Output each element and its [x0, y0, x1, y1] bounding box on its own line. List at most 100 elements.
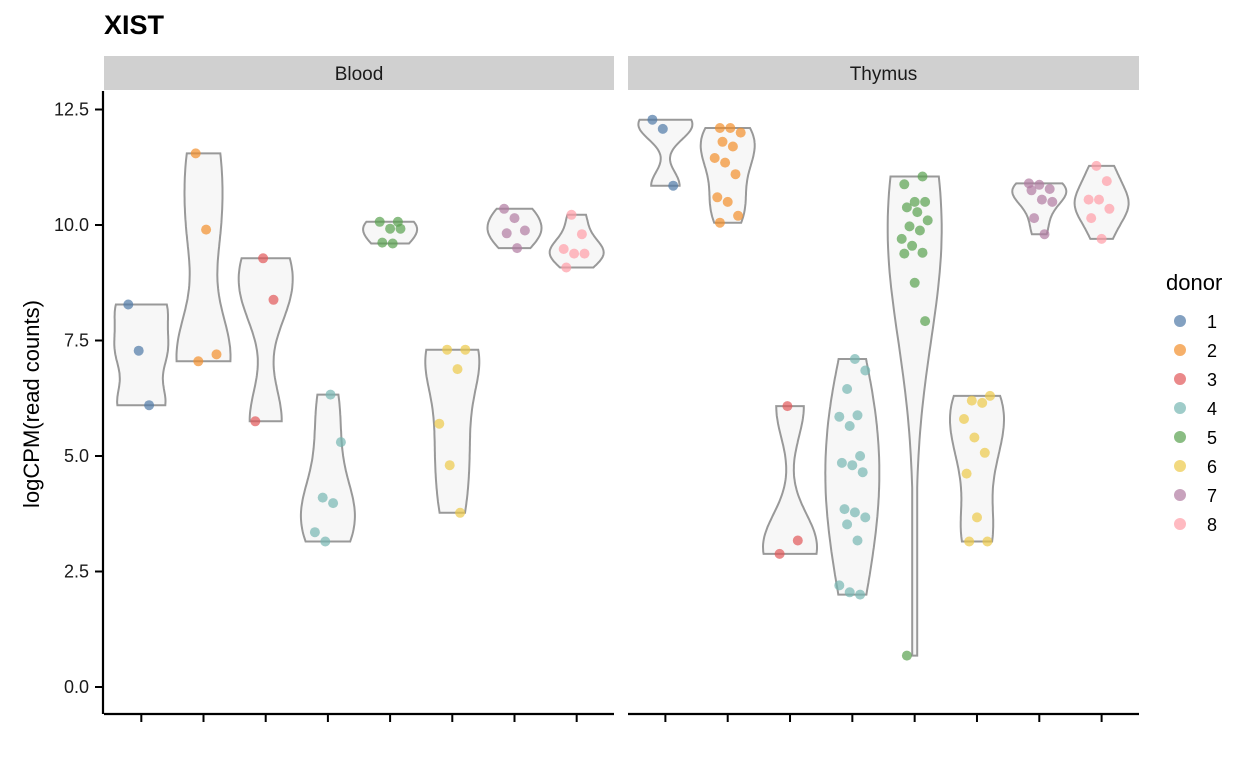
data-point-donor-8 [1096, 233, 1107, 244]
data-point-donor-4 [844, 421, 855, 431]
data-point-donor-5 [385, 223, 396, 234]
y-axis-title: logCPM(read counts) [19, 300, 44, 508]
data-point-donor-3 [782, 401, 793, 412]
data-point-donor-4 [844, 587, 855, 598]
y-tick-label: 12.5 [54, 100, 89, 120]
data-point-donor-1 [657, 123, 668, 134]
data-point-donor-4 [834, 411, 845, 422]
data-point-donor-7 [509, 213, 520, 224]
y-tick-label: 0.0 [64, 677, 89, 697]
data-point-donor-5 [912, 207, 923, 218]
data-point-donor-7 [1039, 229, 1050, 240]
violin-donor-6 [949, 394, 1005, 543]
violin-donor-7 [486, 207, 543, 250]
data-point-donor-3 [258, 253, 269, 264]
facet-panels: Blood Thymus [104, 56, 1139, 722]
data-point-donor-4 [335, 437, 346, 448]
data-point-donor-4 [842, 519, 853, 530]
data-point-donor-6 [452, 364, 463, 375]
legend-swatch-7 [1174, 489, 1186, 501]
data-point-donor-5 [395, 223, 406, 234]
data-point-donor-8 [566, 209, 577, 220]
data-point-donor-6 [442, 344, 453, 355]
data-point-donor-4 [855, 589, 866, 600]
data-point-donor-2 [709, 153, 720, 163]
data-point-donor-8 [1094, 194, 1104, 205]
legend: donor 1 2 3 4 5 6 7 8 [1166, 270, 1222, 535]
violin-donor-3 [237, 257, 294, 423]
y-tick-label: 2.5 [64, 562, 89, 582]
data-point-donor-2 [712, 192, 723, 203]
legend-swatch-2 [1174, 344, 1186, 356]
data-point-donor-8 [561, 262, 572, 273]
data-point-donor-7 [1034, 179, 1045, 190]
data-point-donor-4 [834, 580, 845, 591]
y-tick-label: 7.5 [64, 331, 89, 351]
data-point-donor-6 [959, 414, 969, 424]
data-point-donor-8 [1101, 176, 1112, 187]
data-point-donor-2 [211, 349, 222, 360]
data-point-donor-8 [558, 244, 569, 254]
data-point-donor-2 [714, 123, 725, 133]
legend-swatch-6 [1174, 460, 1186, 472]
legend-label-1: 1 [1207, 312, 1217, 332]
y-axis: 0.0 2.5 5.0 7.5 10.0 12.5 [54, 91, 105, 714]
facet-panel-thymus: Thymus [628, 56, 1139, 722]
data-point-donor-7 [512, 243, 523, 254]
data-point-donor-7 [1026, 185, 1037, 196]
data-point-donor-4 [849, 354, 860, 364]
data-point-donor-4 [852, 535, 863, 546]
legend-swatch-4 [1174, 402, 1186, 414]
data-point-donor-6 [966, 395, 977, 406]
data-point-donor-4 [855, 451, 866, 461]
data-point-donor-5 [374, 216, 385, 227]
data-point-donor-4 [847, 460, 858, 471]
legend-label-8: 8 [1207, 515, 1217, 535]
data-point-donor-5 [917, 247, 928, 258]
data-point-donor-5 [909, 196, 920, 207]
data-point-donor-5 [387, 238, 398, 249]
data-point-donor-6 [434, 418, 445, 429]
data-point-donor-8 [579, 248, 590, 259]
data-point-donor-8 [1086, 213, 1097, 224]
data-point-donor-1 [123, 299, 134, 310]
legend-items: 1 2 3 4 5 6 7 8 [1174, 312, 1217, 535]
data-point-donor-8 [576, 229, 587, 240]
data-point-donor-6 [961, 468, 972, 479]
data-point-donor-4 [852, 410, 863, 421]
facet-panel-blood: Blood [104, 56, 614, 722]
data-point-donor-3 [250, 416, 261, 427]
legend-swatch-1 [1174, 315, 1186, 327]
data-point-donor-2 [201, 224, 212, 235]
data-point-donor-7 [1029, 213, 1040, 224]
data-point-donor-8 [569, 248, 580, 259]
data-point-donor-5 [899, 248, 910, 259]
data-point-donor-1 [133, 345, 144, 356]
legend-label-6: 6 [1207, 457, 1217, 477]
data-point-donor-4 [317, 492, 328, 503]
legend-label-2: 2 [1207, 341, 1217, 361]
data-point-donor-5 [922, 215, 933, 226]
violin-donor-2 [175, 152, 232, 363]
y-tick-label: 10.0 [54, 215, 89, 235]
data-point-donor-7 [519, 225, 530, 236]
data-point-donor-4 [849, 507, 860, 518]
data-point-donor-4 [860, 365, 871, 376]
data-point-donor-6 [979, 447, 990, 458]
data-point-donor-2 [193, 356, 204, 367]
data-point-donor-2 [722, 196, 733, 207]
data-point-donor-5 [901, 202, 912, 213]
data-point-donor-2 [725, 123, 736, 133]
data-point-donor-6 [444, 460, 455, 471]
data-point-donor-7 [1047, 196, 1058, 207]
data-point-donor-3 [792, 535, 803, 546]
data-point-donor-3 [774, 548, 785, 559]
data-point-donor-2 [190, 148, 201, 159]
y-tick-label: 5.0 [64, 446, 89, 466]
data-point-donor-1 [668, 180, 679, 191]
data-point-donor-2 [727, 141, 738, 152]
data-point-donor-6 [969, 432, 980, 443]
data-point-donor-2 [733, 210, 744, 221]
data-point-donor-4 [328, 498, 339, 509]
data-point-donor-2 [735, 127, 746, 138]
